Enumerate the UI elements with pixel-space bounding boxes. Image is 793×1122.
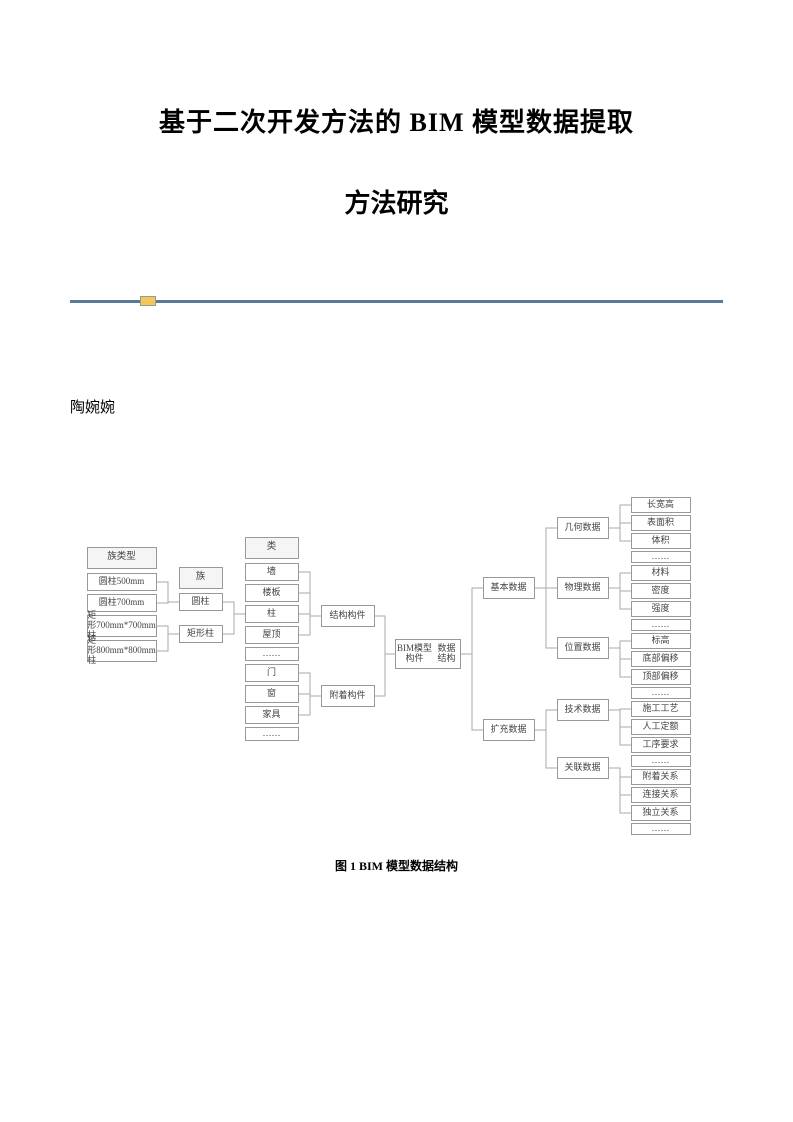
diagram-node: …… [631, 687, 691, 699]
diagram-node: 圆柱 [179, 593, 223, 611]
divider [70, 298, 723, 306]
diagram-node: 屋顶 [245, 626, 299, 644]
diagram-node: 楼板 [245, 584, 299, 602]
diagram-node: 表面积 [631, 515, 691, 531]
diagram-node: 标高 [631, 633, 691, 649]
diagram-node: 材料 [631, 565, 691, 581]
diagram-node: 窗 [245, 685, 299, 703]
diagram-node: 矩形柱 [179, 625, 223, 643]
figure-caption: 图 1 BIM 模型数据结构 [70, 857, 723, 874]
diagram-node: 人工定额 [631, 719, 691, 735]
diagram-node: 圆柱500mm [87, 573, 157, 591]
diagram-node: BIM模型构件数据结构 [395, 639, 461, 669]
diagram-node: 扩充数据 [483, 719, 535, 741]
diagram-node: 独立关系 [631, 805, 691, 821]
title-line2: 方法研究 [70, 181, 723, 228]
diagram-node: 圆柱700mm [87, 594, 157, 612]
diagram-node: 技术数据 [557, 699, 609, 721]
diagram-node: 家具 [245, 706, 299, 724]
diagram-node: 附着构件 [321, 685, 375, 707]
diagram-node: 墙 [245, 563, 299, 581]
diagram-node: …… [631, 823, 691, 835]
diagram-node: 位置数据 [557, 637, 609, 659]
diagram-node: 类 [245, 537, 299, 559]
diagram-node: …… [245, 647, 299, 661]
diagram-node: 长宽高 [631, 497, 691, 513]
diagram-node: …… [631, 755, 691, 767]
bim-diagram: 族类型圆柱500mm 圆柱700mm 矩形柱700mm*700mm 矩形柱800mm*… [77, 457, 717, 837]
diagram-node: 底部偏移 [631, 651, 691, 667]
diagram-node: 柱 [245, 605, 299, 623]
diagram-node: 门 [245, 664, 299, 682]
diagram-node: 工序要求 [631, 737, 691, 753]
diagram-node: 物理数据 [557, 577, 609, 599]
diagram-node: 基本数据 [483, 577, 535, 599]
diagram-node: 体积 [631, 533, 691, 549]
diagram-node: 连接关系 [631, 787, 691, 803]
diagram-node: …… [245, 727, 299, 741]
diagram-node: …… [631, 619, 691, 631]
diagram-node: 施工工艺 [631, 701, 691, 717]
diagram-node: 结构构件 [321, 605, 375, 627]
diagram-node: 关联数据 [557, 757, 609, 779]
diagram-node: 几何数据 [557, 517, 609, 539]
diagram-node: 族类型 [87, 547, 157, 569]
title-line1: 基于二次开发方法的 BIM 模型数据提取 [70, 100, 723, 147]
divider-badge [140, 296, 156, 306]
diagram-node: 附着关系 [631, 769, 691, 785]
diagram-node: 顶部偏移 [631, 669, 691, 685]
diagram-node: 密度 [631, 583, 691, 599]
diagram-node: 族 [179, 567, 223, 589]
diagram-node: 强度 [631, 601, 691, 617]
diagram-node: 矩形柱700mm*700mm [87, 615, 157, 637]
author: 陶婉婉 [70, 396, 723, 417]
diagram-node: …… [631, 551, 691, 563]
diagram-node: 矩形柱800mm*800mm [87, 640, 157, 662]
